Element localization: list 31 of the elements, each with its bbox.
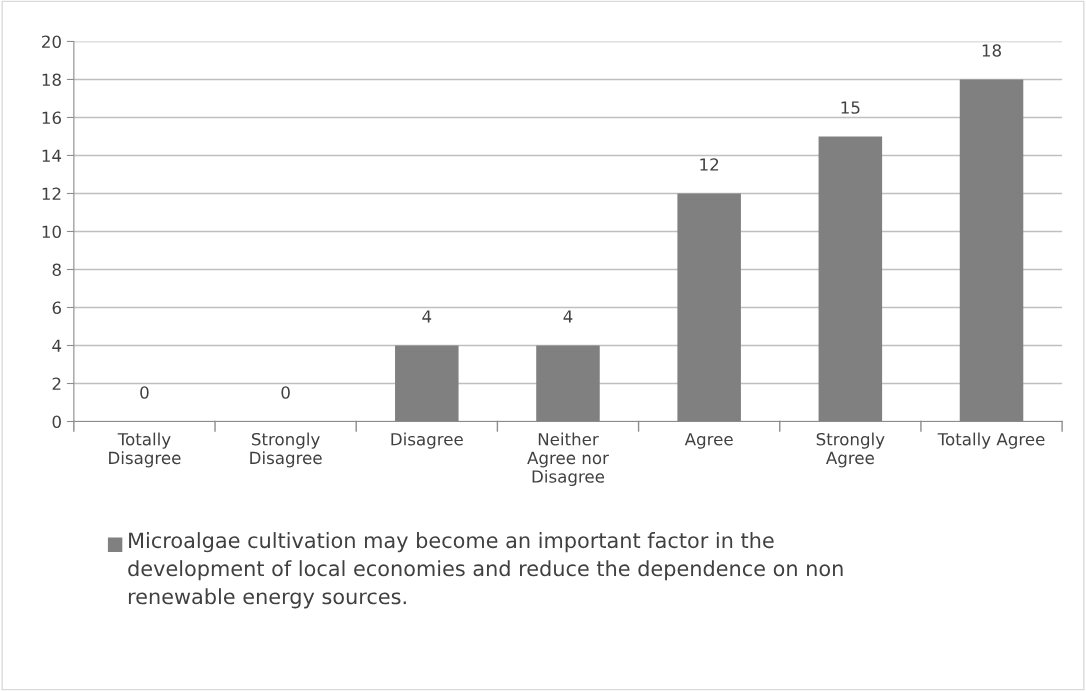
x-tick-label: Disagree [391, 432, 463, 449]
y-tick-label: 8 [52, 263, 61, 277]
bar [677, 193, 741, 422]
x-tick-label: Totally Disagree [109, 432, 181, 468]
y-tick-label: 12 [42, 187, 61, 200]
x-tick-label: Strongly Agree [816, 432, 885, 468]
data-label: 15 [841, 101, 860, 114]
y-tick-label: 18 [42, 73, 61, 87]
y-tick-label: 2 [52, 377, 61, 390]
bar [818, 136, 883, 422]
y-tick-label: 10 [42, 225, 61, 239]
y-tick-label: 4 [52, 339, 62, 352]
data-label: 4 [422, 310, 432, 323]
data-label: 12 [700, 158, 719, 171]
data-label: 4 [563, 310, 573, 323]
bar [959, 79, 1024, 422]
legend-label: Microalgae cultivation may become an important factor in the development of local economies and reduce the dependence on non renewable energy sources. [128, 532, 843, 609]
x-tick-label: Neither Agree nor Disagree [527, 432, 609, 487]
data-label: 18 [982, 44, 1001, 57]
y-tick-label: 14 [42, 149, 62, 162]
y-tick-label: 16 [42, 111, 61, 125]
y-tick-label: 20 [42, 35, 61, 49]
data-label: 0 [140, 386, 149, 399]
x-tick-label: Strongly Disagree [250, 432, 322, 468]
data-label: 0 [281, 386, 290, 399]
y-tick-label: 6 [52, 301, 61, 315]
x-tick-label: Totally Agree [937, 432, 1045, 449]
bar [395, 345, 459, 422]
y-tick-label: 0 [52, 415, 61, 429]
bar [536, 345, 600, 422]
x-tick-label: Agree [684, 433, 733, 449]
